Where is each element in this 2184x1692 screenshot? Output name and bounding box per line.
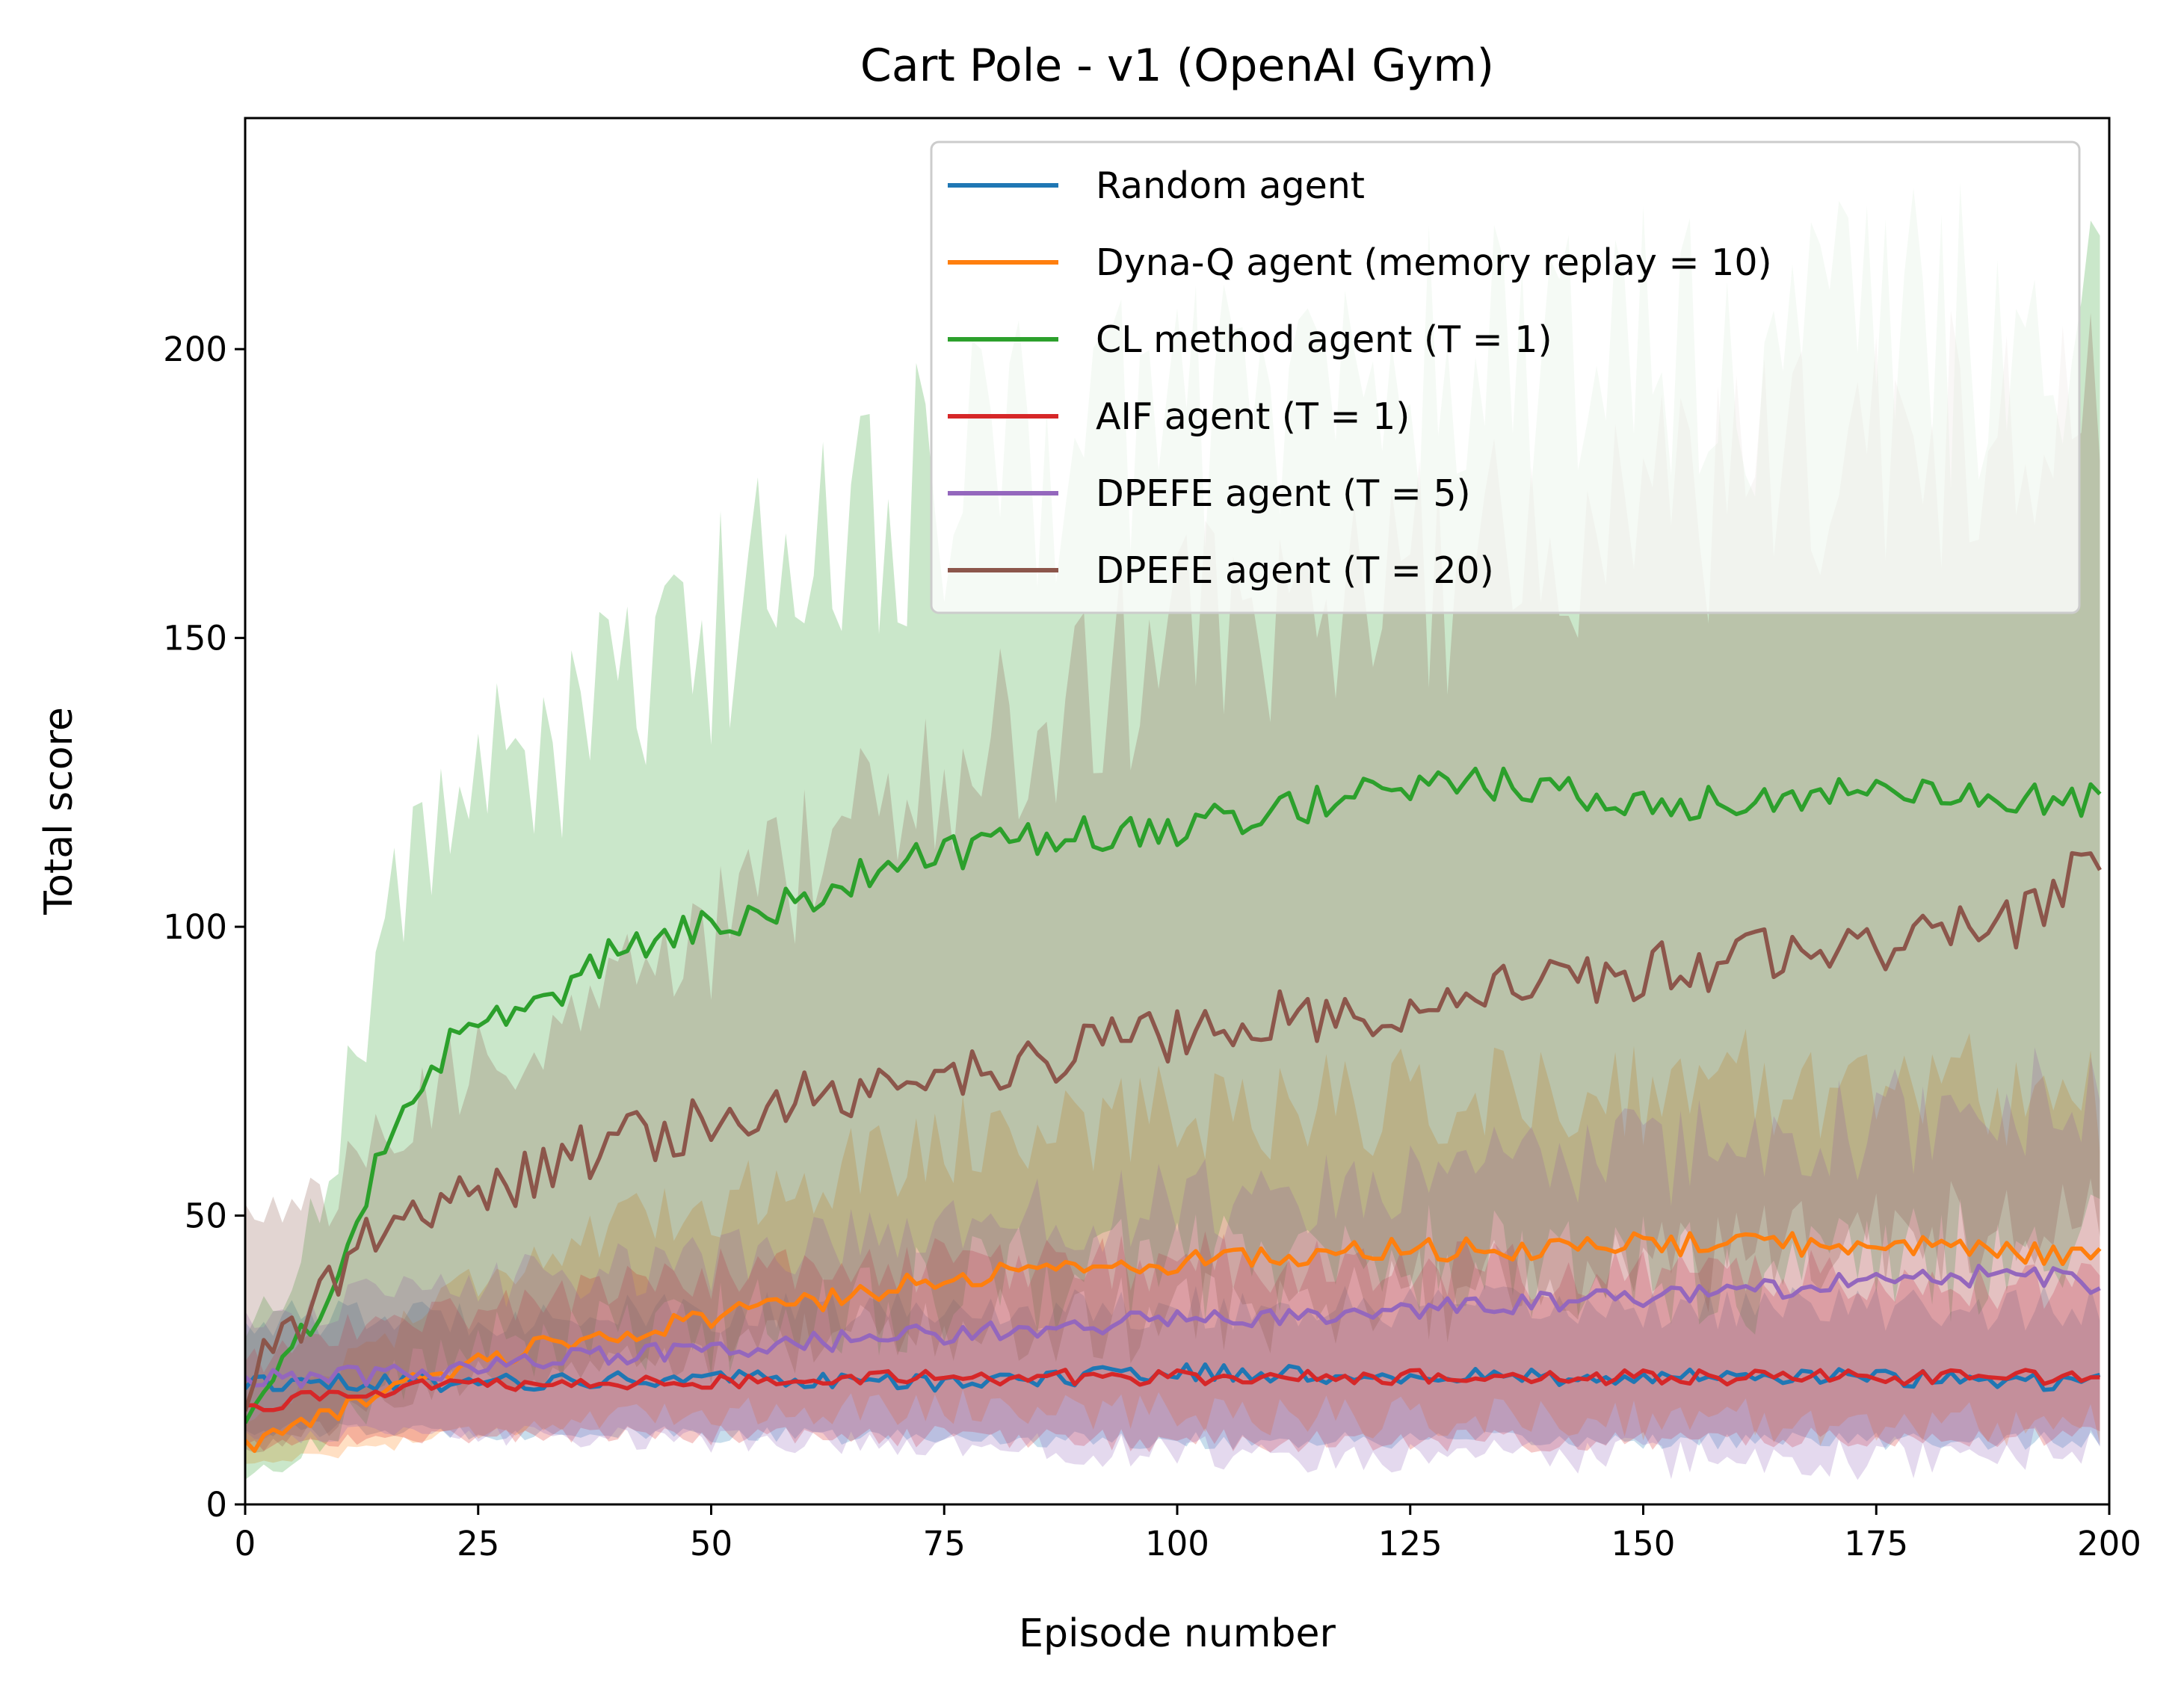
band-series-5: [245, 1047, 2100, 1480]
band-series-2: [245, 1028, 2100, 1464]
x-tick-label: 150: [1611, 1524, 1676, 1563]
x-tick-label: 100: [1145, 1524, 1209, 1563]
line-series-3: [245, 766, 2102, 1424]
legend-label: Dyna-Q agent (memory replay = 10): [1096, 241, 1772, 284]
x-tick-label: 125: [1378, 1524, 1443, 1563]
series-lines: [245, 766, 2102, 1454]
x-tick-label: 75: [923, 1524, 966, 1563]
x-tick-label: 0: [235, 1524, 256, 1563]
legend-label: DPEFE agent (T = 5): [1096, 472, 1471, 515]
band-series-4: [245, 1231, 2100, 1453]
legend-label: Random agent: [1096, 164, 1365, 207]
legend-label: DPEFE agent (T = 20): [1096, 549, 1494, 592]
y-tick-label: 100: [163, 907, 227, 947]
x-axis: 0 25 50 75 100 125 150 175 200: [235, 1504, 2141, 1563]
line-series-1: [245, 1362, 2101, 1393]
line-series-5: [245, 1263, 2101, 1389]
y-tick-label: 50: [185, 1197, 227, 1236]
y-tick-label: 150: [163, 619, 227, 658]
y-axis: 0 50 100 150 200: [163, 330, 245, 1525]
line-series-2: [245, 1231, 2102, 1454]
x-axis-label: Episode number: [1019, 1611, 1336, 1656]
legend-label: CL method agent (T = 1): [1096, 318, 1552, 361]
x-tick-label: 25: [457, 1524, 499, 1563]
x-tick-label: 50: [690, 1524, 732, 1563]
legend: Random agent Dyna-Q agent (memory replay …: [930, 141, 2081, 614]
y-tick-label: 0: [206, 1485, 227, 1525]
chart-title: Cart Pole - v1 (OpenAI Gym): [860, 40, 1494, 92]
y-axis-label: Total score: [37, 707, 81, 916]
legend-label: AIF agent (T = 1): [1096, 395, 1410, 438]
y-tick-label: 200: [163, 330, 227, 369]
line-series-4: [245, 1368, 2100, 1412]
x-tick-label: 175: [1844, 1524, 1908, 1563]
legend-box: [930, 141, 2081, 614]
x-tick-label: 200: [2077, 1524, 2141, 1563]
line-series-6: [245, 850, 2102, 1412]
